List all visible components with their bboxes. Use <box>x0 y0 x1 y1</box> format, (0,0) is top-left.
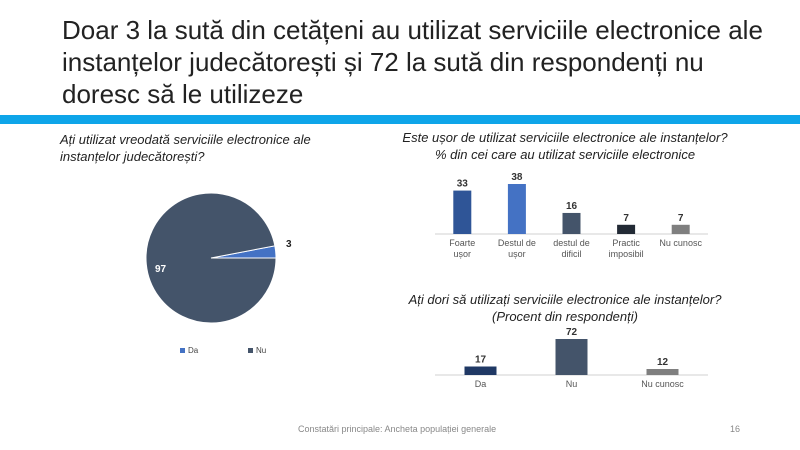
bar-value-label-1-0: 33 <box>457 179 469 190</box>
bar-value-label-1-2: 16 <box>566 201 578 212</box>
pie-chart-title: Ați utilizat vreodată serviciile electro… <box>60 132 311 164</box>
bar-value-label-2-1: 72 <box>566 327 578 338</box>
pie-label-nu: 97 <box>155 264 167 275</box>
bar-1-2 <box>562 212 581 234</box>
slide-title: Doar 3 la sută din cetățeni au utilizat … <box>62 15 763 109</box>
bar-chart-ease-title: Este ușor de utilizat serviciile electro… <box>365 129 765 163</box>
bar-value-label-2-2: 12 <box>657 357 669 368</box>
bar-chart-ease-subtitle-line: % din cei care au utilizat serviciile el… <box>434 147 696 162</box>
footer-caption: Constatări principale: Ancheta populație… <box>298 424 497 434</box>
bar-2-0 <box>464 366 497 375</box>
pie-label-da: 3 <box>286 239 292 250</box>
bar-1-0 <box>453 190 472 234</box>
legend-label-nu: Nu <box>256 346 266 355</box>
bar-category-label-1-0-1: ușor <box>454 249 472 259</box>
bar-1-4 <box>671 224 690 234</box>
bar-category-label-1-1-0: Destul de <box>498 238 536 248</box>
bar-value-label-2-0: 17 <box>475 355 487 366</box>
bar-category-label-1-4-0: Nu cunosc <box>659 238 702 248</box>
bar-chart-wish-title-line: Ați dori să utilizați serviciile electro… <box>408 292 722 307</box>
bar-value-label-1-4: 7 <box>678 213 684 224</box>
page-number: 16 <box>730 424 741 434</box>
bar-category-label-1-2-0: destul de <box>553 238 590 248</box>
bar-1-1 <box>507 184 526 234</box>
bar-category-label-2-1-0: Nu <box>566 379 578 389</box>
title-band <box>0 115 800 124</box>
bar-category-label-1-0-0: Foarte <box>449 238 475 248</box>
bar-category-label-1-1-1: ușor <box>508 249 526 259</box>
bar-value-label-1-3: 7 <box>623 213 629 224</box>
bar-chart-ease-title-line: Este ușor de utilizat serviciile electro… <box>402 130 728 145</box>
legend-swatch-da <box>180 348 185 353</box>
bar-1-3 <box>617 224 636 234</box>
pie-slice-nu <box>145 192 277 324</box>
bar-category-label-1-3-0: Practic <box>612 238 640 248</box>
bar-category-label-2-2-0: Nu cunosc <box>641 379 684 389</box>
bar-category-label-2-0-0: Da <box>475 379 487 389</box>
legend-label-da: Da <box>188 346 199 355</box>
legend-swatch-nu <box>248 348 253 353</box>
bar-2-1 <box>555 339 588 375</box>
bar-category-label-1-3-1: imposibil <box>609 249 644 259</box>
bar-chart-wish-title: Ați dori să utilizați serviciile electro… <box>365 291 765 325</box>
bar-chart-wish-subtitle-line: (Procent din respondenți) <box>492 309 638 324</box>
bar-category-label-1-2-1: dificil <box>561 249 581 259</box>
bar-2-2 <box>646 369 679 375</box>
bar-value-label-1-1: 38 <box>511 172 523 183</box>
